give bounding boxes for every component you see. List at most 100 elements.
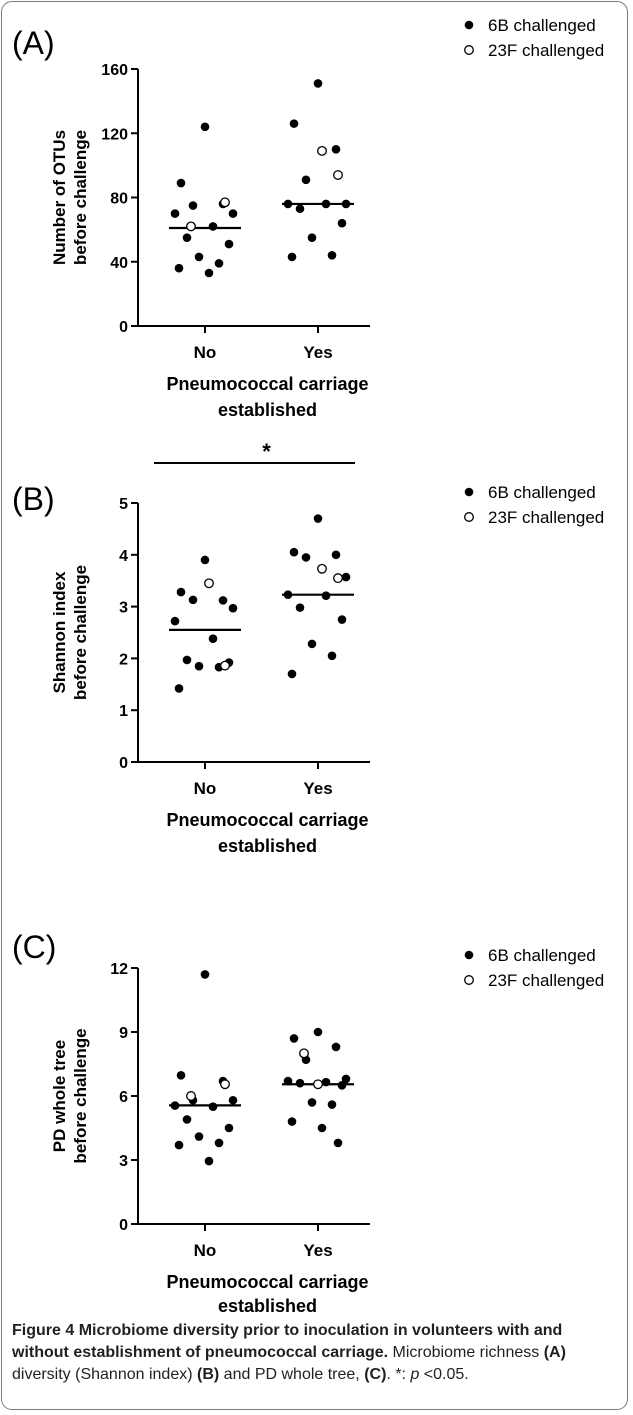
- panel-a-point-6b: [289, 119, 299, 128]
- panel-a-point-6b: [204, 268, 214, 278]
- panel-a-point-6b: [170, 209, 180, 218]
- panel-c-legend-marker-23f: [464, 975, 474, 985]
- panel-b-y-tick-label: 4: [119, 548, 128, 565]
- caption-text-4: . *:: [386, 1366, 406, 1383]
- panel-b-point-6b: [331, 550, 341, 560]
- panel-c-point-6b: [204, 1156, 214, 1166]
- panel-b-point-6b: [287, 669, 297, 679]
- panel-b-y-label-line1: Shannon index: [50, 571, 69, 693]
- panel-c-y-tick-label: 6: [119, 1089, 128, 1106]
- panel-a-x-tick-label: Yes: [303, 343, 332, 362]
- panel-b-point-6b: [301, 553, 311, 562]
- panel-c-point-6b: [321, 1077, 331, 1087]
- panel-a-point-23f: [220, 197, 230, 208]
- panel-b-legend-marker-6b: [464, 487, 474, 497]
- panel-b-label: (B): [12, 481, 55, 517]
- panel-a-y-tick-label: 40: [110, 255, 128, 272]
- panel-b-point-6b: [200, 555, 210, 565]
- panel-b-x-tick-label: Yes: [303, 779, 332, 798]
- panel-b-y-tick-label: 1: [119, 703, 128, 720]
- panel-c-point-6b: [170, 1101, 180, 1110]
- panel-a-y-label-line1: Number of OTUs: [50, 130, 69, 265]
- panel-c-legend-label-6b: 6B challenged: [488, 946, 596, 965]
- panel-b-point-6b: [321, 591, 331, 601]
- panel-b-point-23f: [333, 573, 343, 584]
- panel-a-point-6b: [301, 175, 311, 185]
- panel-c-y-tick-label: 0: [119, 1217, 128, 1234]
- panel-a-point-6b: [283, 199, 293, 209]
- panel-b-point-6b: [341, 572, 351, 582]
- caption-ref-b: (B): [197, 1366, 220, 1383]
- panel-a-y-label-line2: before challenge: [71, 130, 90, 265]
- panel-a-y-tick-label: 80: [110, 191, 128, 208]
- panel-b-point-6b: [170, 616, 180, 626]
- panel-c-legend-label-23f: 23F challenged: [488, 971, 604, 990]
- panel-a-point-23f: [186, 221, 196, 232]
- panel-c-point-6b: [289, 1034, 299, 1043]
- panel-c-point-6b: [194, 1132, 204, 1141]
- panel-c-point-6b: [176, 1071, 186, 1080]
- panel-b-point-23f: [220, 660, 230, 671]
- panel-a-point-6b: [331, 145, 341, 154]
- panel-a-y-tick-label: 160: [101, 62, 128, 79]
- panel-a-point-6b: [182, 233, 192, 242]
- panel-c-point-23f: [313, 1079, 323, 1090]
- panel-b-x-label-line1: Pneumococcal carriage: [166, 810, 368, 830]
- panel-a-point-6b: [228, 209, 238, 218]
- caption-p-symbol: p: [410, 1366, 420, 1383]
- panel-c-point-6b: [200, 970, 210, 979]
- panel-a-point-23f: [317, 145, 327, 156]
- figure-caption: Figure 4 Microbiome diversity prior to i…: [12, 1320, 616, 1386]
- panel-a-point-6b: [214, 259, 224, 268]
- caption-text-1: Microbiome richness: [392, 1344, 540, 1361]
- panel-a-point-6b: [208, 222, 218, 231]
- panel-b-y-tick-label: 5: [119, 496, 128, 513]
- panel-a-point-6b: [194, 252, 204, 262]
- panel-a-point-6b: [341, 199, 351, 209]
- panel-a-point-6b: [307, 233, 317, 242]
- panel-a-legend-marker-6b: [464, 20, 474, 30]
- panel-a-point-6b: [287, 252, 297, 262]
- panel-a-point-6b: [176, 178, 186, 188]
- panel-b-point-6b: [283, 590, 293, 599]
- panel-b-y-tick-label: 3: [119, 600, 128, 617]
- panel-c-y-tick-label: 9: [119, 1025, 128, 1042]
- panel-c-point-6b: [331, 1042, 341, 1052]
- panel-c-point-23f: [299, 1048, 309, 1059]
- panel-b-point-6b: [176, 587, 186, 597]
- panel-a-point-6b: [337, 218, 347, 228]
- panel-b-point-6b: [307, 639, 317, 649]
- panel-c-point-23f: [186, 1091, 196, 1101]
- panel-b-point-6b: [289, 547, 299, 557]
- panel-b-point-23f: [204, 578, 214, 589]
- panel-b-point-23f: [317, 563, 327, 574]
- panel-c-point-6b: [317, 1123, 327, 1133]
- panel-c-point-6b: [224, 1123, 234, 1133]
- panel-b-point-6b: [174, 684, 184, 693]
- caption-text-3: and PD whole tree,: [223, 1366, 360, 1383]
- caption-text-2: diversity (Shannon index): [12, 1366, 193, 1383]
- panel-c-point-6b: [295, 1078, 305, 1088]
- panel-a-x-label-line1: Pneumococcal carriage: [166, 374, 368, 394]
- panel-c-legend-marker-6b: [464, 950, 474, 960]
- panel-a-point-6b: [224, 239, 234, 249]
- panel-b-point-6b: [228, 603, 238, 613]
- panel-b-legend-marker-23f: [464, 512, 474, 522]
- panel-c-point-6b: [228, 1095, 238, 1105]
- panel-c-x-label-line1: Pneumococcal carriage: [166, 1272, 368, 1292]
- panel-c-label: (C): [12, 929, 56, 965]
- panel-a-point-6b: [321, 199, 331, 209]
- caption-ref-c: (C): [364, 1366, 387, 1383]
- panel-a-point-6b: [188, 201, 198, 210]
- panel-c-y-label-line1: PD whole tree: [50, 1040, 69, 1152]
- panel-c-point-23f: [220, 1079, 230, 1090]
- panel-a-point-23f: [333, 170, 343, 180]
- caption-ref-a: (A): [543, 1344, 566, 1361]
- panel-b-point-6b: [182, 655, 192, 665]
- panel-c-point-6b: [333, 1138, 343, 1148]
- panel-a-x-tick-label: No: [194, 343, 217, 362]
- panel-c-point-6b: [283, 1076, 293, 1086]
- panel-b-x-tick-label: No: [194, 779, 217, 798]
- caption-title: Microbiome diversity prior to inoculatio…: [12, 1322, 563, 1361]
- panel-a-point-6b: [313, 79, 323, 88]
